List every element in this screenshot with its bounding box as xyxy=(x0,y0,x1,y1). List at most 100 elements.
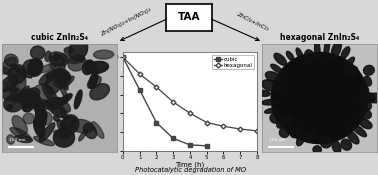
Ellipse shape xyxy=(36,64,57,73)
cubic xyxy=(171,137,175,139)
Ellipse shape xyxy=(31,46,45,60)
Ellipse shape xyxy=(69,38,88,61)
Ellipse shape xyxy=(51,55,64,67)
Ellipse shape xyxy=(352,124,367,137)
Ellipse shape xyxy=(270,112,282,123)
Ellipse shape xyxy=(87,76,101,89)
Ellipse shape xyxy=(265,72,282,82)
Ellipse shape xyxy=(4,95,24,112)
Ellipse shape xyxy=(364,65,374,75)
Ellipse shape xyxy=(56,94,72,107)
Ellipse shape xyxy=(48,103,66,118)
Ellipse shape xyxy=(347,131,359,144)
Ellipse shape xyxy=(57,120,70,136)
Ellipse shape xyxy=(359,109,372,119)
Ellipse shape xyxy=(53,128,74,147)
Ellipse shape xyxy=(60,117,77,132)
Ellipse shape xyxy=(23,113,34,124)
cubic xyxy=(187,144,192,146)
Ellipse shape xyxy=(74,90,82,109)
Ellipse shape xyxy=(93,50,114,59)
Ellipse shape xyxy=(366,93,378,103)
Ellipse shape xyxy=(331,40,341,59)
X-axis label: Time (h): Time (h) xyxy=(175,161,204,167)
Ellipse shape xyxy=(296,48,304,61)
Ellipse shape xyxy=(265,108,277,113)
Ellipse shape xyxy=(313,146,321,153)
Ellipse shape xyxy=(58,80,68,100)
Ellipse shape xyxy=(17,86,29,102)
hexagonal xyxy=(121,56,125,58)
cubic xyxy=(154,121,159,124)
Ellipse shape xyxy=(314,40,320,60)
Text: hexagonal ZnIn₂S₄: hexagonal ZnIn₂S₄ xyxy=(280,33,359,42)
Ellipse shape xyxy=(346,66,358,77)
Ellipse shape xyxy=(89,72,98,89)
Ellipse shape xyxy=(39,70,57,85)
Ellipse shape xyxy=(59,54,79,64)
Ellipse shape xyxy=(28,88,40,98)
Ellipse shape xyxy=(86,61,108,74)
Ellipse shape xyxy=(90,84,109,100)
Ellipse shape xyxy=(341,47,350,59)
Text: Photocatalytic degradation of MO: Photocatalytic degradation of MO xyxy=(135,167,246,173)
Ellipse shape xyxy=(15,70,26,90)
hexagonal xyxy=(255,130,259,132)
hexagonal xyxy=(154,86,159,88)
Ellipse shape xyxy=(279,128,289,137)
hexagonal xyxy=(204,121,209,124)
Ellipse shape xyxy=(34,136,54,146)
Ellipse shape xyxy=(11,84,17,103)
Ellipse shape xyxy=(320,136,332,148)
Ellipse shape xyxy=(64,47,73,53)
Ellipse shape xyxy=(14,135,33,143)
Ellipse shape xyxy=(36,102,45,107)
Line: cubic: cubic xyxy=(121,55,208,148)
Ellipse shape xyxy=(360,93,375,103)
cubic xyxy=(121,56,125,58)
Ellipse shape xyxy=(60,75,68,90)
Ellipse shape xyxy=(0,57,16,74)
Ellipse shape xyxy=(7,135,15,144)
Ellipse shape xyxy=(54,97,70,112)
Ellipse shape xyxy=(79,130,87,141)
Line: hexagonal: hexagonal xyxy=(121,55,259,133)
Text: TAA: TAA xyxy=(178,12,200,22)
Text: cubic ZnIn₂S₄: cubic ZnIn₂S₄ xyxy=(31,33,88,42)
Ellipse shape xyxy=(18,91,36,108)
Ellipse shape xyxy=(84,124,97,139)
Ellipse shape xyxy=(7,105,13,110)
Ellipse shape xyxy=(0,66,17,78)
Ellipse shape xyxy=(8,65,26,84)
Ellipse shape xyxy=(82,60,94,75)
Ellipse shape xyxy=(49,52,68,66)
cubic xyxy=(204,145,209,147)
Ellipse shape xyxy=(70,119,93,133)
Ellipse shape xyxy=(261,80,280,91)
Ellipse shape xyxy=(46,73,56,78)
Ellipse shape xyxy=(12,116,27,135)
Ellipse shape xyxy=(21,89,41,108)
Circle shape xyxy=(271,52,368,144)
Ellipse shape xyxy=(32,85,53,103)
Text: 100 nm: 100 nm xyxy=(269,138,285,142)
Ellipse shape xyxy=(37,111,52,125)
Ellipse shape xyxy=(60,76,74,89)
Ellipse shape xyxy=(45,51,51,61)
Ellipse shape xyxy=(50,55,66,72)
Ellipse shape xyxy=(290,128,300,138)
Ellipse shape xyxy=(364,76,372,86)
Ellipse shape xyxy=(262,99,278,105)
Ellipse shape xyxy=(287,51,294,61)
Ellipse shape xyxy=(277,115,294,128)
Text: ZnCl₂+InCl₃: ZnCl₂+InCl₃ xyxy=(235,12,269,32)
Ellipse shape xyxy=(324,38,330,58)
Ellipse shape xyxy=(258,90,270,96)
Ellipse shape xyxy=(10,65,32,78)
Ellipse shape xyxy=(34,118,45,137)
Ellipse shape xyxy=(5,54,18,67)
Ellipse shape xyxy=(54,53,59,61)
Ellipse shape xyxy=(10,127,31,140)
Ellipse shape xyxy=(53,69,70,81)
Ellipse shape xyxy=(34,107,47,117)
